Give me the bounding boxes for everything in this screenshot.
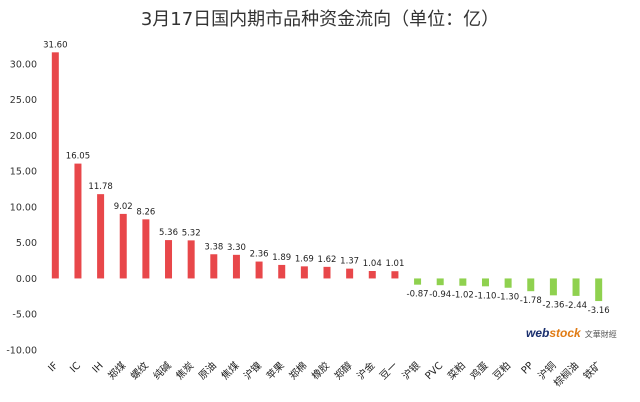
category-label: 棕榈油 [551, 359, 581, 389]
bar [255, 261, 263, 279]
logo-web-text: web [526, 326, 550, 340]
bar [323, 266, 331, 279]
data-label: 5.36 [159, 228, 178, 238]
category-label: 沪金 [354, 359, 377, 382]
data-label: 11.78 [88, 182, 112, 192]
category-label: 纯碱 [150, 359, 173, 382]
bar [187, 240, 195, 279]
data-label: 1.62 [318, 255, 337, 265]
bar [414, 278, 422, 285]
y-tick-label: 5.00 [16, 238, 37, 249]
data-label: 16.05 [66, 152, 90, 162]
data-label: 1.04 [363, 259, 382, 269]
data-label: -0.94 [429, 290, 451, 300]
category-label: 橡胶 [309, 359, 332, 382]
bar [51, 52, 59, 279]
data-label: 1.69 [295, 254, 314, 264]
category-label: 螺纹 [128, 359, 151, 382]
data-label: -1.10 [474, 291, 496, 301]
data-label: -2.44 [565, 301, 587, 311]
data-label: 5.32 [182, 228, 201, 238]
y-tick-label: 0.00 [16, 274, 37, 285]
bar [74, 163, 82, 279]
y-tick-label: -5.00 [12, 310, 37, 321]
data-label: 1.37 [340, 257, 359, 267]
data-label: 2.36 [250, 250, 269, 260]
y-tick-label: 25.00 [10, 95, 37, 106]
category-label: 郑醇 [331, 359, 354, 382]
y-tick-label: -10.00 [6, 346, 37, 357]
bar [368, 271, 376, 279]
logo-stock-text: stock [549, 326, 581, 340]
bar [436, 278, 444, 286]
category-label: 郑煤 [105, 359, 128, 382]
data-label: -3.16 [588, 306, 610, 316]
category-labels: IF IC IH 郑煤 螺纹 纯碱 焦炭 原油 焦煤 沪镍 苹果 郑棉 橡胶 郑醇 沪金 豆一 沪银 PVC 菜粕鸡… [47, 359, 604, 389]
bar [504, 278, 512, 288]
data-label: 1.01 [385, 259, 404, 269]
data-label: -1.78 [520, 296, 542, 306]
bar [278, 264, 286, 279]
bars [51, 52, 603, 302]
y-tick-label: 15.00 [10, 167, 37, 178]
category-label: 原油 [196, 359, 219, 382]
category-label: 沪镍 [241, 359, 264, 382]
y-tick-label: 20.00 [10, 131, 37, 142]
category-label: 苹果 [264, 359, 287, 382]
category-label: 焦炭 [173, 359, 196, 382]
category-label: IH [91, 360, 106, 375]
bar [391, 271, 399, 279]
category-label: 沪银 [399, 359, 422, 382]
bar [97, 194, 105, 279]
bar [165, 240, 173, 279]
bar [232, 254, 240, 279]
value-labels: 31.60 16.05 11.789.028.26 5.36 5.323.38 3.30 2… [43, 40, 610, 316]
data-label: 31.60 [43, 40, 67, 50]
bar [572, 278, 580, 296]
category-label: 豆粕 [490, 359, 513, 382]
watermark-logo: webstock 文華財經 [526, 324, 617, 342]
data-label: -1.30 [497, 293, 519, 303]
data-label: 3.30 [227, 243, 246, 253]
category-label: 菜粕 [445, 359, 468, 382]
bar [119, 213, 127, 279]
category-label: PP [520, 360, 536, 376]
bar [210, 254, 218, 279]
bar [459, 278, 467, 286]
category-label: 铁矿 [580, 359, 603, 382]
bar [595, 278, 603, 302]
data-label: 1.89 [272, 253, 291, 263]
y-tick-label: 10.00 [10, 202, 37, 213]
data-label: -0.87 [407, 290, 429, 300]
category-label: PVC [424, 360, 446, 382]
category-label: 焦煤 [218, 359, 241, 382]
bar [300, 266, 308, 279]
data-label: 9.02 [114, 202, 133, 212]
y-axis: -10.00 -5.00 0.00 5.00 10.00 15.00 20.00 25.00 3… [6, 59, 37, 356]
category-label: 郑棉 [286, 359, 309, 382]
data-label: -1.02 [452, 291, 474, 301]
data-label: 3.38 [204, 242, 223, 252]
bar [142, 219, 150, 279]
logo-cn-text: 文華財經 [584, 330, 617, 339]
bar [346, 268, 354, 279]
category-label: IC [68, 360, 83, 375]
data-label: -2.36 [542, 300, 564, 310]
category-label: IF [47, 360, 61, 374]
category-label: 鸡蛋 [467, 359, 490, 382]
category-label: 豆一 [377, 360, 400, 383]
chart-title: 3月17日国内期市品种资金流向（单位：亿） [140, 9, 500, 30]
bar [481, 278, 489, 287]
y-tick-label: 30.00 [10, 59, 37, 70]
bar [527, 278, 535, 292]
data-label: 8.26 [136, 207, 155, 217]
bar [549, 278, 557, 296]
